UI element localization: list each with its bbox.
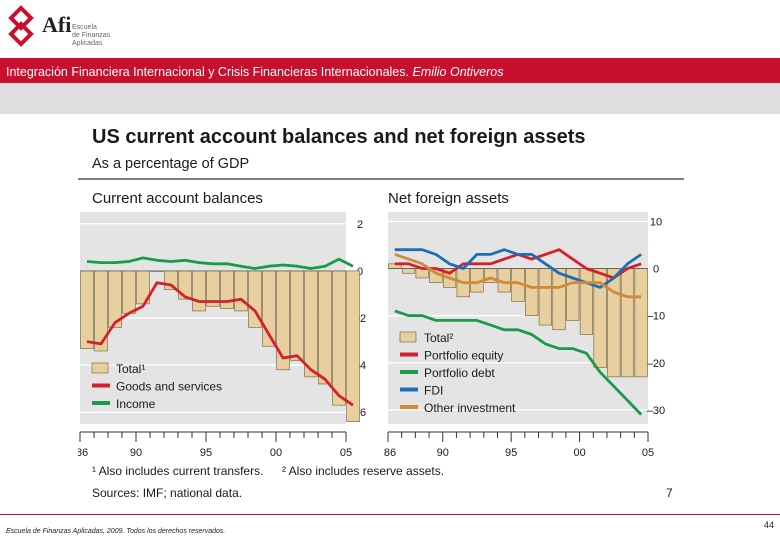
bar-total — [620, 268, 635, 378]
bar-total — [220, 270, 234, 309]
bar-total — [332, 270, 346, 406]
legend-label: Portfolio equity — [424, 349, 503, 363]
bar-total — [525, 268, 539, 316]
x-tick-label: 90 — [437, 447, 449, 459]
series-line-income — [86, 256, 354, 270]
y-tick-label: 10 — [650, 216, 662, 228]
bar-total — [122, 270, 136, 314]
footnote-2: ² Also includes reserve assets. — [282, 464, 444, 478]
bar-total — [634, 268, 648, 378]
bar-total — [192, 270, 206, 312]
y-tick-label: 2 — [357, 219, 363, 231]
x-tick-label: 00 — [573, 447, 585, 459]
logo-text: Afi — [42, 12, 72, 37]
x-tick-label: 00 — [270, 447, 282, 459]
x-tick-label: 90 — [130, 447, 142, 459]
legend-swatch — [91, 362, 109, 374]
legend-label: Total² — [424, 331, 453, 345]
legend-label: Income — [116, 397, 156, 411]
figure-title: US current account balances and net fore… — [92, 126, 585, 148]
slide-title: Integración Financiera Internacional y C… — [6, 65, 504, 79]
y-tick-label: –20 — [647, 358, 665, 370]
bar-total — [415, 268, 429, 279]
legend-label: Total¹ — [116, 362, 145, 376]
afi-logo-icon — [8, 5, 34, 47]
x-tick-label: 86 — [384, 447, 396, 459]
afi-logo: Afi Escuela de Finanzas Aplicadas — [4, 4, 114, 52]
figure-number: 7 — [666, 486, 673, 500]
panel-title-net-foreign-assets: Net foreign assets — [388, 190, 509, 207]
x-tick-label: 86 — [78, 447, 88, 459]
x-tick-label: 95 — [200, 447, 212, 459]
series-line-goods-and-services — [86, 281, 354, 407]
y-tick-label: 0 — [357, 266, 363, 278]
page-number: 44 — [763, 520, 774, 530]
bar-total — [318, 270, 332, 385]
figure-subtitle: As a percentage of GDP — [92, 156, 249, 172]
legend-swatch — [399, 331, 417, 343]
legend-label: Other investment — [424, 401, 516, 415]
slide-author: Emilio Ontiveros — [412, 65, 504, 79]
bar-total — [346, 270, 360, 422]
title-band: Integración Financiera Internacional y C… — [0, 58, 780, 83]
y-tick-label: 0 — [653, 264, 659, 276]
bar-total — [607, 268, 621, 378]
footer-copyright: Escuela de Finanzas Aplicadas, 2009. Tod… — [6, 528, 226, 535]
footer-divider — [0, 514, 780, 515]
bar-total — [538, 268, 552, 326]
series-line-portfolio-debt — [394, 309, 643, 416]
panel-title-current-account: Current account balances — [92, 190, 263, 207]
y-tick-label: –30 — [647, 405, 665, 417]
legend-label: FDI — [424, 384, 443, 398]
series-line-fdi — [394, 248, 642, 289]
bar-total — [304, 270, 318, 378]
bar-total — [164, 270, 178, 291]
legend-label: Goods and services — [116, 380, 222, 394]
series-line-other-investment — [394, 253, 642, 299]
bar-total — [579, 268, 594, 335]
bar-total — [234, 270, 248, 312]
footnote-1: ¹ Also includes current transfers. — [92, 464, 263, 478]
subtitle-band — [0, 83, 780, 114]
y-tick-label: –10 — [647, 311, 665, 323]
bar-total — [276, 270, 290, 371]
legend-label: Portfolio debt — [424, 366, 495, 380]
x-tick-label: 95 — [505, 447, 517, 459]
bar-total — [401, 268, 416, 274]
figure-chart: US current account balances and net fore… — [78, 117, 684, 508]
x-tick-label: 05 — [642, 447, 654, 459]
bar-total — [290, 270, 304, 361]
x-tick-label: 05 — [340, 447, 352, 459]
logo-subtitle: Escuela de Finanzas Aplicadas — [72, 24, 111, 47]
bar-total — [178, 270, 192, 300]
sources-note: Sources: IMF; national data. — [92, 486, 242, 500]
bar-total — [80, 270, 94, 349]
net-foreign-assets-panel: 10 0 –10 –20 –30 86 90 95 00 05 Total² Portfolio eq… — [384, 212, 684, 459]
bar-total — [552, 268, 566, 331]
